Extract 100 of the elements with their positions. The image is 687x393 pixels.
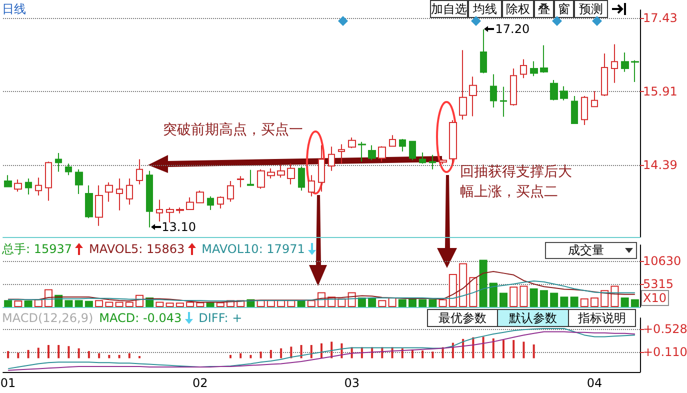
annotation: 指标说明 [568, 309, 636, 327]
candlestick [318, 144, 325, 192]
bar [105, 302, 114, 307]
annotation: 13.10 [162, 219, 196, 236]
candlestick [409, 140, 416, 161]
bar [115, 302, 124, 307]
bar [630, 299, 639, 307]
candlestick [308, 174, 315, 197]
candlestick [136, 158, 143, 185]
annotation: 均线 [468, 0, 502, 18]
candlestick [631, 60, 639, 82]
annotation: DIFF: + [198, 310, 242, 326]
candlestick [277, 164, 285, 178]
bar [74, 300, 83, 307]
bar [620, 297, 629, 307]
bar [479, 260, 488, 307]
bar [368, 297, 376, 307]
bar [530, 288, 538, 307]
bar [24, 300, 32, 307]
bar [570, 296, 578, 307]
bar [216, 302, 224, 307]
candlestick [459, 50, 467, 120]
bar [560, 296, 568, 307]
bar [540, 290, 548, 307]
y-tick-label: 10630 [643, 254, 682, 268]
candlestick [328, 146, 335, 172]
bar [176, 302, 184, 307]
bar [398, 299, 406, 307]
bar [428, 299, 437, 307]
x-tick-label: 04 [586, 376, 602, 390]
annotation: 窗 [554, 0, 574, 18]
x-tick-label: 02 [192, 376, 208, 390]
candlestick [520, 58, 527, 79]
candlestick [126, 178, 133, 206]
bar [156, 302, 164, 307]
annotation: 除权 [502, 0, 534, 18]
y-tick-label: 14.39 [643, 158, 678, 172]
chart-title: 日线 [2, 1, 26, 17]
candlestick [176, 207, 184, 214]
candlestick [581, 95, 588, 126]
candlestick [166, 207, 174, 224]
candlestick [429, 154, 436, 170]
candlestick [116, 178, 123, 211]
x-tick-label: 03 [344, 376, 360, 390]
y-tick-label: +0.110 [643, 345, 687, 360]
bar [388, 297, 396, 307]
bar [459, 263, 468, 307]
candlestick [14, 179, 22, 192]
candlestick [500, 86, 507, 118]
y-axis-title: X10 [641, 290, 668, 306]
bar [418, 299, 427, 307]
candlestick [85, 184, 93, 219]
annotation: 最优参数 [427, 309, 498, 327]
bar [166, 302, 174, 307]
bar [196, 302, 204, 307]
candlestick [146, 170, 153, 228]
candlestick [601, 52, 608, 96]
candlestick [4, 174, 12, 188]
candlestick [469, 76, 477, 117]
bar [186, 302, 194, 307]
candlestick [55, 152, 62, 172]
bar [590, 297, 598, 307]
candlestick [156, 199, 163, 222]
line-series [8, 280, 636, 302]
annotation: 加自选 [430, 0, 468, 18]
candlestick [389, 134, 396, 148]
bar [125, 302, 134, 307]
annotation: 突破前期高点，买点一 [163, 122, 303, 138]
candlestick [571, 95, 578, 124]
candlestick [621, 52, 629, 72]
candlestick [298, 166, 305, 192]
bar [580, 298, 588, 307]
candlestick [247, 169, 254, 186]
candlestick [207, 196, 214, 210]
annotation: 回抽获得支撑后大幅上涨，买点二 [460, 163, 573, 202]
bar [4, 300, 12, 307]
annotation: MACD: -0.043 [99, 310, 182, 326]
candlestick [550, 80, 558, 101]
candlestick [368, 144, 376, 161]
candlestick [65, 163, 72, 176]
candlestick [287, 163, 295, 185]
annotation: MAVOL5: 15863 [89, 241, 185, 257]
candlestick [510, 68, 517, 106]
candlestick [530, 60, 538, 77]
annotation: 总手: 15937 [2, 241, 72, 257]
bar [610, 286, 619, 307]
bar [500, 292, 508, 307]
candlestick [105, 182, 113, 202]
candlestick [196, 190, 204, 204]
bar [206, 302, 214, 307]
bar [448, 274, 457, 307]
annotation: 预测 [574, 0, 608, 18]
line-series [8, 270, 636, 303]
candlestick [591, 90, 598, 108]
candlestick [540, 44, 548, 74]
bar [489, 282, 498, 307]
annotation: 叠 [534, 0, 554, 18]
candlestick [378, 146, 386, 162]
candlestick [490, 74, 497, 108]
candlestick [95, 184, 103, 226]
